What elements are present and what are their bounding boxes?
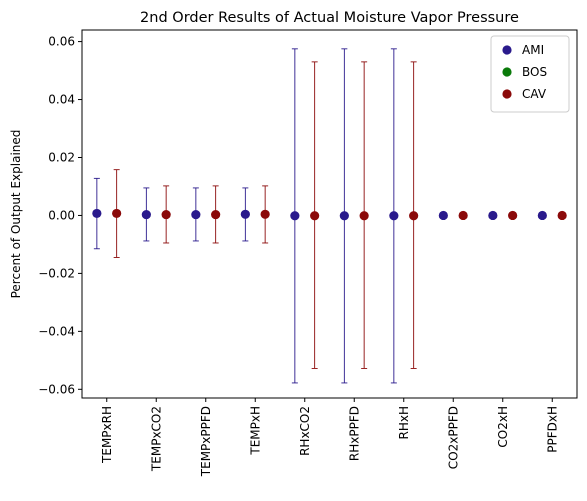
legend-marker xyxy=(502,89,511,98)
y-tick-label: −0.02 xyxy=(38,266,75,280)
x-axis-ticks: TEMPxRH TEMPxCO2 TEMPxPPFD TEMPxH RHxCO2 RHxP… xyxy=(100,398,560,477)
x-tick-label: RHxPPFD xyxy=(347,406,361,461)
y-tick-label: −0.04 xyxy=(38,324,75,338)
data-point xyxy=(211,210,220,219)
x-tick-label: RHxH xyxy=(397,406,411,440)
legend-marker xyxy=(502,45,511,54)
data-point xyxy=(112,209,121,218)
y-axis-label: Percent of Output Explained xyxy=(9,130,23,299)
data-point xyxy=(290,211,299,220)
series-ami xyxy=(92,49,547,383)
data-point xyxy=(558,211,567,220)
data-point xyxy=(92,209,101,218)
legend-label: CAV xyxy=(522,87,547,101)
legend-label: AMI xyxy=(522,43,544,57)
chart-title: 2nd Order Results of Actual Moisture Vap… xyxy=(140,10,519,26)
data-point xyxy=(439,211,448,220)
data-point xyxy=(409,211,418,220)
x-tick-label: RHxCO2 xyxy=(298,406,312,456)
data-point xyxy=(389,211,398,220)
data-point xyxy=(241,210,250,219)
x-tick-label: CO2xPPFD xyxy=(446,406,460,469)
y-tick-label: 0.04 xyxy=(48,93,75,107)
data-point xyxy=(459,211,468,220)
data-point xyxy=(191,210,200,219)
y-tick-label: 0.06 xyxy=(48,35,75,49)
y-tick-label: −0.06 xyxy=(38,382,75,396)
x-tick-label: TEMPxCO2 xyxy=(149,406,163,472)
x-tick-label: TEMPxH xyxy=(248,406,262,456)
data-point xyxy=(162,210,171,219)
x-tick-label: CO2xH xyxy=(496,406,510,448)
x-tick-label: PPFDxH xyxy=(545,406,559,453)
data-point xyxy=(310,211,319,220)
data-point xyxy=(488,211,497,220)
y-tick-label: 0.02 xyxy=(48,150,75,164)
data-point xyxy=(340,211,349,220)
data-point xyxy=(538,211,547,220)
x-tick-label: TEMPxPPFD xyxy=(199,406,213,477)
data-point xyxy=(142,210,151,219)
data-point xyxy=(360,211,369,220)
data-point xyxy=(261,210,270,219)
y-tick-label: 0.00 xyxy=(48,208,75,222)
y-axis-ticks: −0.06 −0.04 −0.02 0.00 0.02 0.04 0.06 xyxy=(38,35,82,397)
legend-label: BOS xyxy=(522,65,547,79)
data-point xyxy=(508,211,517,220)
legend: AMI BOS CAV xyxy=(491,36,569,112)
legend-marker xyxy=(502,67,511,76)
x-tick-label: TEMPxRH xyxy=(100,406,114,464)
